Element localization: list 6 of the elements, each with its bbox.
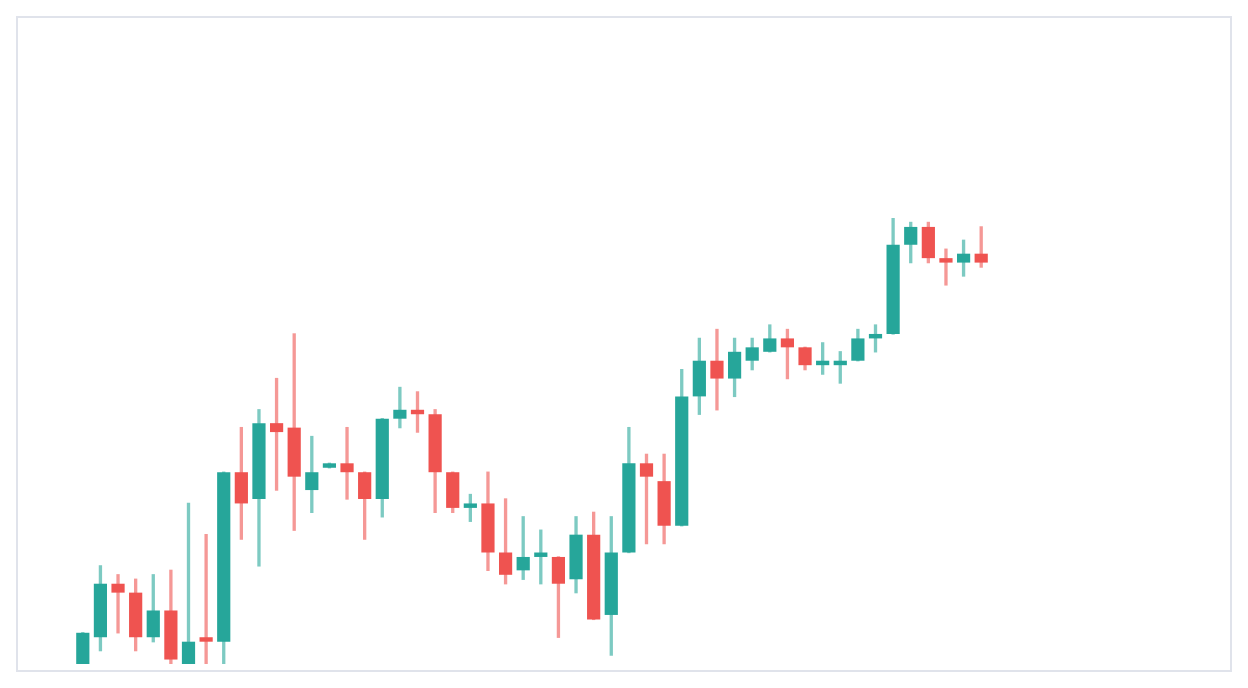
candlestick bbox=[111, 574, 125, 634]
candlestick bbox=[340, 426, 354, 500]
candlestick bbox=[199, 534, 213, 664]
candlestick bbox=[393, 386, 407, 429]
candlestick bbox=[710, 328, 724, 411]
candlestick bbox=[939, 248, 953, 286]
